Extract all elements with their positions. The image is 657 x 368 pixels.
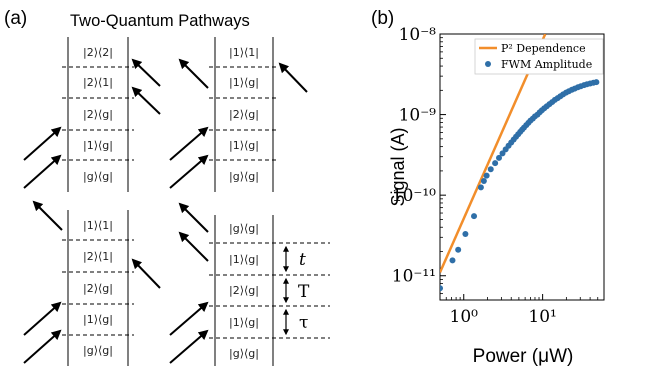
feynman-diagram-1: |2⟩⟨2| |2⟩⟨1| |2⟩⟨g| |1⟩⟨g| |g⟩⟨g|	[62, 37, 134, 192]
x-axis-label: Power (μW)	[473, 346, 574, 367]
density-matrix-label: |g⟩⟨g|	[229, 347, 259, 360]
data-point	[483, 172, 490, 179]
time-label-t: t	[299, 250, 306, 270]
density-matrix-label: |g⟩⟨g|	[83, 170, 113, 183]
arrow-icon	[178, 231, 209, 262]
legend-box	[474, 38, 604, 75]
density-matrix-label: |1⟩⟨1|	[229, 46, 259, 59]
arrow-icon	[131, 86, 161, 115]
data-point	[449, 257, 456, 264]
density-matrix-label: |2⟩⟨g|	[229, 108, 259, 121]
density-matrix-label: |1⟩⟨g|	[229, 253, 259, 266]
density-matrix-label: |1⟩⟨g|	[229, 316, 259, 329]
y-tick-label: 10⁻¹¹	[392, 267, 436, 287]
density-matrix-label: |1⟩⟨1|	[83, 219, 113, 232]
arrow-icon	[23, 301, 62, 336]
time-interval-T: T	[283, 277, 310, 304]
density-matrix-label: |2⟩⟨g|	[83, 108, 113, 121]
arrow-icon	[131, 58, 161, 87]
x-tick-label: 10⁰	[450, 307, 479, 327]
legend-label-fwm: FWM Amplitude	[501, 58, 592, 71]
time-label-tau: τ	[299, 313, 308, 333]
time-interval-t: t	[283, 245, 306, 273]
arrow-icon	[169, 329, 209, 364]
panel-a: (a) Two-Quantum Pathways |2⟩⟨2| |2⟩⟨1| |…	[4, 8, 330, 366]
density-matrix-label: |g⟩⟨g|	[229, 170, 259, 183]
y-tick-label: 10⁻⁹	[399, 106, 437, 126]
panel-a-label: (a)	[4, 8, 27, 29]
density-matrix-label: |2⟩⟨g|	[229, 284, 259, 297]
density-matrix-label: |1⟩⟨g|	[229, 76, 259, 89]
arrow-icon	[169, 126, 209, 161]
density-matrix-label: |2⟩⟨g|	[83, 282, 113, 295]
data-point	[455, 246, 462, 253]
arrow-icon	[169, 154, 209, 189]
density-matrix-label: |g⟩⟨g|	[83, 344, 113, 357]
panel-b-label: (b)	[371, 8, 394, 29]
axis-ticks: 10⁰ 10¹ 10⁻⁸ 10⁻⁹ 10⁻¹⁰ 10⁻¹¹	[392, 25, 557, 327]
time-interval-tau: τ	[283, 308, 308, 336]
panel-b: (b) 10⁰ 10¹ 10⁻⁸ 10⁻⁹ 10⁻¹⁰ 10⁻¹¹ Power (μW) …	[371, 8, 605, 367]
y-axis-label: Signal (A)	[388, 127, 408, 206]
minor-ticks	[439, 37, 605, 301]
panel-a-title: Two-Quantum Pathways	[70, 12, 250, 30]
density-matrix-label: |2⟩⟨1|	[83, 76, 113, 89]
data-point	[487, 166, 494, 173]
data-point	[480, 177, 487, 184]
time-label-T: T	[298, 282, 310, 302]
data-point	[499, 150, 506, 157]
feynman-diagram-2: |1⟩⟨1| |1⟩⟨g| |2⟩⟨g| |1⟩⟨g| |g⟩⟨g|	[209, 37, 279, 192]
arrow-icon	[169, 301, 209, 336]
power-signal-chart: 10⁰ 10¹ 10⁻⁸ 10⁻⁹ 10⁻¹⁰ 10⁻¹¹ Power (μW) Sign…	[388, 25, 605, 367]
arrow-icon	[23, 329, 62, 364]
y-tick-label: 10⁻¹⁰	[392, 186, 436, 206]
density-matrix-label: |g⟩⟨g|	[229, 222, 259, 235]
arrow-icon	[178, 58, 209, 89]
density-matrix-label: |1⟩⟨g|	[229, 139, 259, 152]
arrow-icon	[178, 202, 209, 233]
density-matrix-label: |2⟩⟨2|	[83, 46, 113, 59]
data-point	[496, 154, 503, 161]
density-matrix-label: |1⟩⟨g|	[83, 139, 113, 152]
data-point	[593, 79, 600, 86]
feynman-diagram-4: |g⟩⟨g| |1⟩⟨g| |2⟩⟨g| |1⟩⟨g| |g⟩⟨g| t T τ	[209, 215, 330, 366]
data-point	[492, 160, 499, 167]
x-tick-label: 10¹	[528, 307, 556, 327]
arrow-icon	[23, 154, 62, 189]
legend-label-p2: P² Dependence	[501, 42, 586, 55]
legend-swatch-dot	[485, 61, 491, 67]
feynman-diagram-3: |1⟩⟨1| |2⟩⟨1| |2⟩⟨g| |1⟩⟨g| |g⟩⟨g|	[62, 210, 134, 366]
plot-frame	[439, 33, 605, 301]
density-matrix-label: |1⟩⟨g|	[83, 313, 113, 326]
arrow-icon	[278, 62, 308, 93]
data-point	[477, 184, 484, 191]
interaction-arrows	[23, 58, 308, 364]
data-point	[471, 213, 478, 220]
chart-legend: P² Dependence FWM Amplitude	[474, 38, 604, 75]
data-point	[462, 230, 469, 237]
y-tick-label: 10⁻⁸	[399, 25, 437, 45]
series-layer	[440, 34, 600, 292]
arrow-icon	[131, 258, 161, 289]
data-point	[440, 285, 443, 292]
density-matrix-label: |2⟩⟨1|	[83, 250, 113, 263]
arrow-icon	[32, 200, 63, 231]
arrow-icon	[23, 126, 62, 161]
